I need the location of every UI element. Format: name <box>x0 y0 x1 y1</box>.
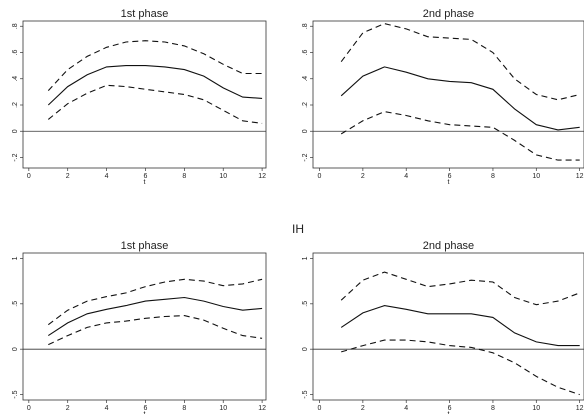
x-axis-label: t <box>144 411 146 414</box>
x-tick-label: 8 <box>182 405 186 412</box>
x-tick-label: 6 <box>144 405 148 412</box>
confidence-band-line-1 <box>340 271 580 306</box>
x-tick-label: 6 <box>448 405 452 412</box>
estimate-line-2 <box>47 296 263 337</box>
x-tick-label: 10 <box>219 405 227 412</box>
y-tick-label: .4 <box>12 76 19 82</box>
x-tick-label: 2 <box>361 405 365 412</box>
y-tick-label: .2 <box>12 102 19 108</box>
x-axis-label: t <box>448 411 450 414</box>
y-tick-label: -.5 <box>12 390 19 398</box>
plot-frame <box>312 20 584 169</box>
estimate-line-2 <box>340 305 580 347</box>
confidence-band-line-3 <box>48 315 263 346</box>
y-tick-label: 0 <box>12 347 19 351</box>
panel-1: 1st phase 0 2 4 6 8 10 12 t -.2 0 .2 .4 .6 .8 <box>12 8 267 186</box>
x-tick-label: 6 <box>448 173 452 180</box>
x-tick-label: 8 <box>182 173 186 180</box>
x-tick-label: 10 <box>532 173 540 180</box>
x-tick-label: 12 <box>576 173 584 180</box>
x-tick-label: 0 <box>318 405 322 412</box>
x-tick-label: 12 <box>576 405 584 412</box>
x-tick-label: 2 <box>66 173 70 180</box>
y-tick-label: .5 <box>302 301 309 307</box>
x-axis-label: t <box>144 179 146 186</box>
y-tick-label: .8 <box>302 23 309 29</box>
x-tick-label: 4 <box>404 173 408 180</box>
x-tick-label: 6 <box>144 173 148 180</box>
estimate-line-2 <box>47 65 263 106</box>
x-tick-label: 2 <box>66 405 70 412</box>
section-label: IH <box>292 222 304 236</box>
y-tick-label: 0 <box>12 129 19 133</box>
x-tick-label: 10 <box>532 405 540 412</box>
plot-frame <box>22 252 267 401</box>
y-tick-label: .2 <box>302 102 309 108</box>
y-tick-label: .8 <box>12 23 19 29</box>
y-tick-label: .6 <box>302 49 309 55</box>
y-tick-label: 1 <box>12 256 19 260</box>
x-axis-label: t <box>448 179 450 186</box>
x-tick-label: 4 <box>105 405 109 412</box>
panel-4: 2nd phase 0 2 4 6 8 10 12 t -.5 0 .5 1 <box>302 240 584 414</box>
panel-title: 1st phase <box>121 240 169 252</box>
plot-frame <box>22 20 267 169</box>
y-tick-label: 1 <box>302 256 309 260</box>
panel-2: 2nd phase 0 2 4 6 8 10 12 t -.2 0 .2 .4 .6 .8 <box>302 8 584 186</box>
panel-title: 1st phase <box>121 8 169 20</box>
y-tick-label: 0 <box>302 129 309 133</box>
y-tick-label: 0 <box>302 347 309 351</box>
x-tick-label: 0 <box>318 173 322 180</box>
y-tick-label: .5 <box>12 301 19 307</box>
y-tick-label: -.2 <box>12 153 19 161</box>
y-tick-label: -.5 <box>302 390 309 398</box>
x-tick-label: 0 <box>27 405 31 412</box>
plot-frame <box>312 252 584 401</box>
x-tick-label: 2 <box>361 173 365 180</box>
confidence-band-line-3 <box>341 339 580 396</box>
y-tick-label: .6 <box>12 49 19 55</box>
x-tick-label: 0 <box>27 173 31 180</box>
x-tick-label: 12 <box>258 173 266 180</box>
panel-title: 2nd phase <box>423 240 474 252</box>
panel-title: 2nd phase <box>423 8 474 20</box>
x-tick-label: 4 <box>404 405 408 412</box>
confidence-band-line-3 <box>47 84 263 124</box>
x-tick-label: 8 <box>491 405 495 412</box>
estimate-line-2 <box>340 66 580 131</box>
panel-3: 1st phase 0 2 4 6 8 10 12 t -.5 0 .5 1 <box>12 240 267 414</box>
confidence-band-line-1 <box>340 23 580 101</box>
confidence-band-line-3 <box>340 111 580 161</box>
x-tick-label: 10 <box>219 173 227 180</box>
confidence-band-line-1 <box>47 40 263 91</box>
x-tick-label: 8 <box>491 173 495 180</box>
y-tick-label: .4 <box>302 76 309 82</box>
x-tick-label: 12 <box>258 405 266 412</box>
y-tick-label: -.2 <box>302 153 309 161</box>
x-tick-label: 4 <box>105 173 109 180</box>
confidence-band-line-1 <box>47 278 263 326</box>
